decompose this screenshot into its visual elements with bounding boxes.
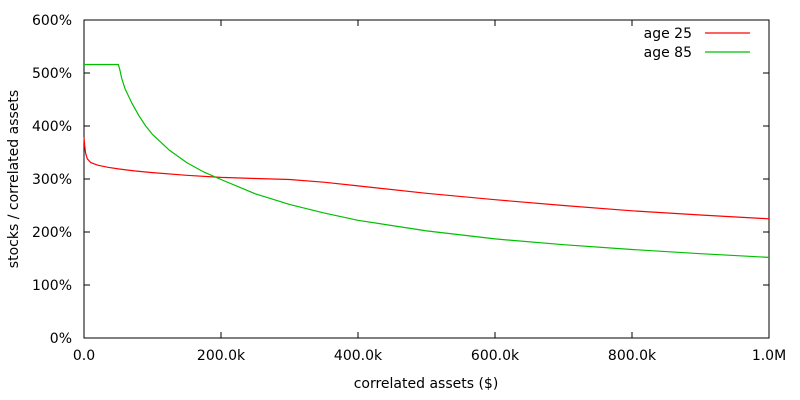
plot-border — [83, 19, 770, 339]
x-tick-label: 1.0M — [752, 348, 786, 364]
y-tick-label: 200% — [32, 225, 72, 241]
legend: age 25 age 85 — [644, 26, 750, 61]
legend-label: age 85 — [644, 45, 692, 61]
y-tick-label: 600% — [32, 13, 72, 29]
x-tick-label: 0.0 — [73, 348, 95, 364]
x-tick-label: 800.0k — [608, 348, 657, 364]
y-tick-label: 100% — [32, 278, 72, 294]
x-tick-label: 600.0k — [471, 348, 520, 364]
y-tick-label: 400% — [32, 119, 72, 135]
series-line-age-25 — [83, 137, 770, 220]
y-tick-label: 500% — [32, 66, 72, 82]
y-tick-label: 300% — [32, 172, 72, 188]
y-tick-label: 0% — [50, 331, 72, 347]
legend-label: age 25 — [644, 26, 692, 42]
x-tick-label: 200.0k — [197, 348, 246, 364]
series-line-age-85 — [84, 63, 770, 258]
y-axis-label: stocks / correlated assets — [6, 90, 22, 268]
x-axis-label: correlated assets ($) — [354, 376, 499, 392]
x-tick-label: 400.0k — [334, 348, 383, 364]
